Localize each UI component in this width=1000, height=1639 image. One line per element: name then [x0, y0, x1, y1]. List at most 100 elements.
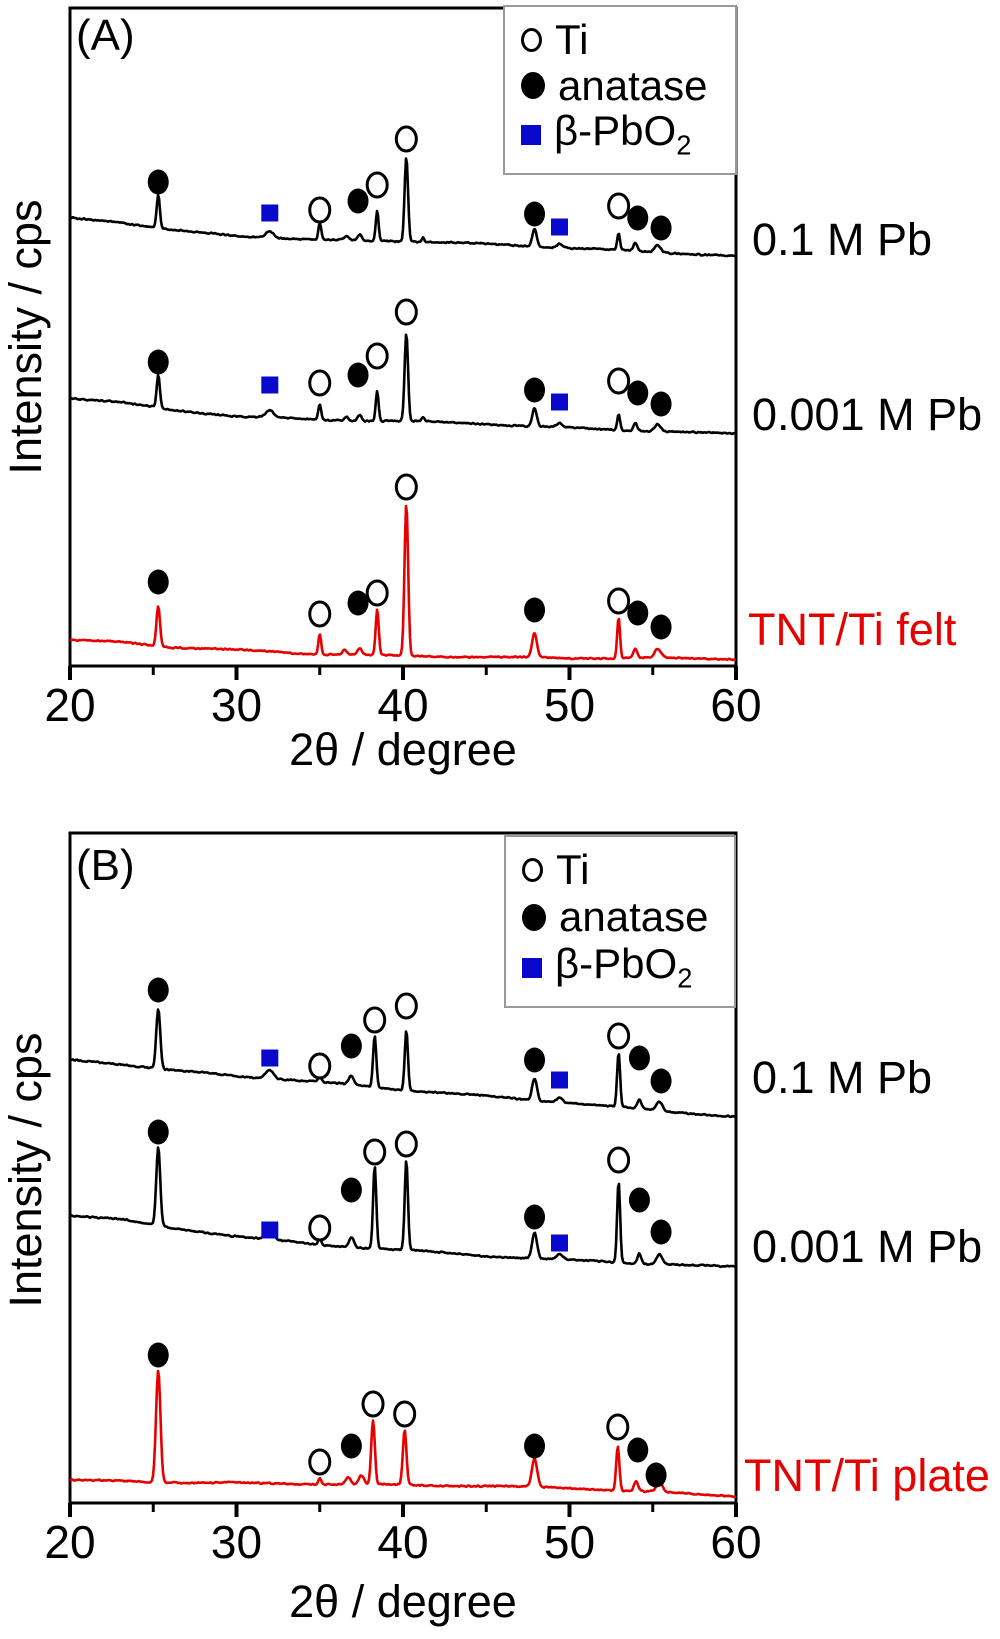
ti-open-circle-marker [607, 587, 631, 615]
anatase-filled-circle-marker [645, 1462, 667, 1488]
ti-open-circle-marker [394, 125, 418, 153]
x-tick-label: 60 [710, 679, 762, 731]
anatase-filled-circle-marker [340, 1433, 362, 1459]
anatase-filled-circle-marker [147, 1119, 169, 1145]
x-tick-label: 50 [543, 679, 596, 731]
ti-open-circle-marker [606, 1413, 630, 1441]
pbo2-square-marker [551, 1071, 569, 1089]
xrd-trace-path [69, 1146, 737, 1269]
anatase-filled-circle-marker [147, 569, 169, 595]
legend-label-ti: Ti [555, 16, 589, 63]
ti-open-circle-marker [394, 298, 418, 326]
anatase-filled-circle-marker [628, 1045, 650, 1071]
trace-label: 0.001 M Pb [752, 389, 983, 440]
anatase-filled-circle-marker [627, 380, 649, 406]
legend-label-ti: Ti [556, 846, 590, 893]
y-axis-title-a: Intensity / cps [0, 199, 51, 475]
anatase-filled-circle-marker [650, 391, 672, 417]
pbo2-square-marker [261, 1221, 279, 1239]
x-tick-label: 50 [543, 1516, 596, 1568]
ti-open-circle-marker [308, 1052, 332, 1080]
legend-item-anatase: anatase [521, 61, 729, 109]
legend-item-ti: Ti [522, 849, 728, 891]
pbo2-square-marker [261, 204, 279, 222]
ti-open-circle-marker [607, 367, 631, 395]
ti-open-circle-marker [394, 1130, 418, 1158]
pbo2-square-marker [261, 1049, 279, 1067]
xrd-trace-path [69, 1369, 737, 1499]
legend-label-pbo2: β-PbO2 [554, 110, 691, 159]
x-tick-label: 40 [377, 1516, 429, 1568]
xrd-trace-path [69, 504, 737, 662]
legend-item-anatase: anatase [522, 896, 728, 938]
x-axis-title-b: 2θ / degree [289, 1576, 517, 1627]
ti-open-circle-marker [394, 992, 418, 1020]
pbo2-square-marker [551, 218, 569, 236]
anatase-filled-circle-marker [628, 1187, 650, 1213]
pbo2-square-icon [522, 957, 542, 978]
ti-open-circle-marker [607, 1022, 631, 1050]
xrd-trace-path [69, 1008, 737, 1119]
anatase-filled-circle-marker [650, 215, 672, 241]
y-axis-title-b: Intensity / cps [0, 1032, 51, 1308]
legend-a: Ti anatase β-PbO2 [503, 5, 737, 175]
anatase-filled-circle-marker [524, 1433, 546, 1459]
ti-open-circle-marker [361, 1390, 385, 1418]
ti-open-circle-marker [393, 1400, 417, 1428]
anatase-filled-circle-marker [650, 1219, 672, 1245]
x-tick-label: 30 [210, 1516, 263, 1568]
ti-open-circle-marker [607, 192, 631, 220]
x-tick-label: 60 [710, 1516, 762, 1568]
anatase-filled-circle-icon [521, 72, 545, 100]
anatase-filled-circle-icon [522, 903, 546, 931]
pbo2-square-marker [551, 393, 569, 411]
xrd-trace-path [69, 333, 737, 436]
panel-b-label: (B) [76, 841, 135, 890]
ti-open-circle-marker [363, 1138, 387, 1166]
ti-open-circle-marker [365, 579, 389, 607]
legend-label-pbo2: β-PbO2 [555, 943, 692, 992]
anatase-filled-circle-marker [524, 1047, 546, 1073]
anatase-filled-circle-marker [147, 349, 169, 375]
anatase-filled-circle-marker [524, 1204, 546, 1230]
ti-open-circle-marker [365, 171, 389, 199]
ti-open-circle-marker [365, 342, 389, 370]
ti-open-circle-marker [308, 369, 332, 397]
anatase-filled-circle-marker [524, 597, 546, 623]
x-tick-label: 20 [44, 679, 96, 731]
pbo2-label-main: β-PbO [554, 107, 677, 155]
trace-label: 0.001 M Pb [752, 1221, 983, 1272]
anatase-filled-circle-marker [340, 1177, 362, 1203]
ti-open-circle-marker [308, 196, 332, 224]
pbo2-label-subscript: 2 [676, 129, 692, 161]
x-tick-label: 40 [377, 679, 429, 731]
trace-label: TNT/Ti felt [748, 604, 957, 655]
legend-item-pbo2: β-PbO2 [521, 110, 729, 159]
anatase-filled-circle-marker [524, 377, 546, 403]
ti-open-circle-marker [308, 600, 332, 628]
anatase-filled-circle-marker [347, 362, 369, 388]
legend-item-pbo2: β-PbO2 [522, 943, 728, 992]
trace-label: TNT/Ti plate [744, 1450, 990, 1501]
anatase-filled-circle-marker [627, 600, 649, 626]
anatase-filled-circle-marker [627, 1437, 649, 1463]
x-tick-label: 20 [44, 1516, 96, 1568]
ti-open-circle-marker [308, 1448, 332, 1476]
xrd-trace-path [69, 157, 737, 258]
anatase-filled-circle-marker [147, 1342, 169, 1368]
pbo2-square-marker [261, 376, 279, 394]
legend-b: Ti anatase β-PbO2 [504, 835, 736, 1008]
ti-open-circle-icon [521, 28, 542, 52]
trace-label: 0.1 M Pb [752, 1052, 933, 1103]
x-axis-title-a: 2θ / degree [289, 724, 517, 775]
anatase-filled-circle-marker [147, 169, 169, 195]
anatase-filled-circle-marker [347, 188, 369, 214]
ti-open-circle-marker [607, 1146, 631, 1174]
legend-label-anatase: anatase [559, 893, 709, 941]
legend-label-anatase: anatase [558, 61, 708, 109]
ti-open-circle-marker [308, 1214, 332, 1242]
pbo2-label-subscript: 2 [677, 962, 693, 994]
anatase-filled-circle-marker [627, 205, 649, 231]
